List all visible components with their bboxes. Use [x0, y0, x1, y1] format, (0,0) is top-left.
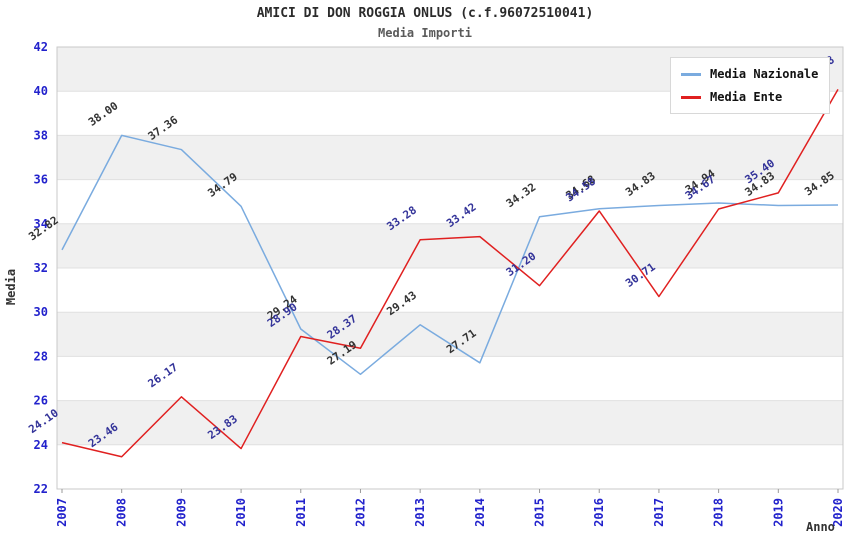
series-line-media-ente: [61, 89, 839, 458]
legend-label-media-nazionale: Media Nazionale: [710, 67, 819, 81]
x-tick-label: 2012: [353, 498, 367, 527]
grid-band: [57, 135, 843, 180]
y-tick-label: 40: [34, 84, 48, 98]
data-point-label: 26.17: [146, 361, 181, 391]
legend-item-media-ente: Media Ente: [681, 90, 819, 104]
plot-border: [56, 46, 844, 490]
y-tick-label: 26: [34, 394, 48, 408]
x-tick-label: 2014: [473, 498, 487, 527]
y-tick-label: 34: [34, 217, 48, 231]
x-tick-label: 2011: [294, 498, 308, 527]
data-point-label: 34.32: [504, 181, 539, 211]
grid-band: [57, 312, 843, 357]
legend-swatch-media-nazionale-icon: [681, 72, 701, 76]
legend: Media Nazionale Media Ente: [670, 57, 830, 114]
y-tick-label: 38: [34, 128, 48, 142]
series-line-media-nazionale: [61, 134, 839, 376]
y-tick-label: 24: [34, 438, 48, 452]
x-tick-label: 2008: [115, 498, 129, 527]
chart-subtitle: Media Importi: [378, 26, 472, 40]
data-point-label: 24.10: [26, 406, 61, 436]
y-tick-label: 30: [34, 305, 48, 319]
chart-title: AMICI DI DON ROGGIA ONLUS (c.f.960725100…: [256, 6, 594, 21]
x-tick-label: 2007: [55, 498, 69, 527]
x-tick-label: 2017: [652, 498, 666, 527]
x-tick-label: 2019: [771, 498, 785, 527]
x-tick-label: 2010: [234, 498, 248, 527]
y-tick-label: 36: [34, 173, 48, 187]
y-axis-label: Media: [4, 269, 18, 305]
legend-item-media-nazionale: Media Nazionale: [681, 67, 819, 81]
legend-swatch-media-ente-icon: [681, 95, 701, 99]
legend-label-media-ente: Media Ente: [710, 90, 783, 104]
x-tick-label: 2020: [831, 498, 845, 527]
x-tick-label: 2013: [413, 498, 427, 527]
y-tick-label: 28: [34, 349, 48, 363]
x-tick-label: 2018: [712, 498, 726, 527]
data-point-label: 38.00: [86, 99, 121, 129]
y-tick-label: 22: [34, 482, 48, 496]
y-tick-label: 42: [34, 40, 48, 54]
y-tick-label: 32: [34, 261, 48, 275]
x-tick-label: 2016: [592, 498, 606, 527]
grid-band: [57, 223, 843, 268]
x-axis-label: Anno: [806, 520, 835, 534]
grid-band: [57, 400, 843, 445]
x-tick-label: 2015: [533, 498, 547, 527]
x-tick-label: 2009: [174, 498, 188, 527]
